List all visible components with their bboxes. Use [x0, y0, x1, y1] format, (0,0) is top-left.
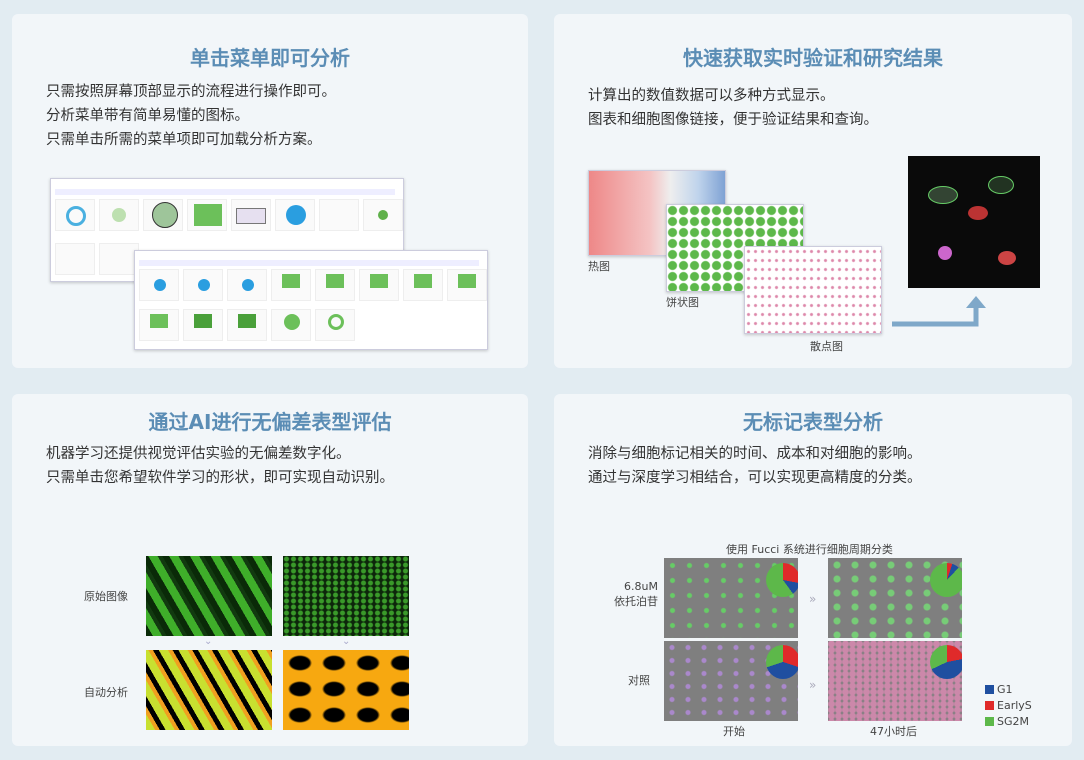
figure-caption: 使用 Fucci 系统进行细胞周期分类: [726, 543, 893, 556]
chevron-down-icon: ⌄: [204, 636, 213, 647]
desc-line: 图表和细胞图像链接，便于验证结果和查询。: [588, 112, 878, 128]
pie-chart: [930, 645, 962, 679]
scatter-plot-screenshot: [744, 246, 882, 334]
original-image-label: 原始图像: [84, 590, 128, 603]
desc-line: 通过与深度学习相结合，可以实现更高精度的分类。: [588, 470, 922, 486]
cell-image: [908, 156, 1040, 288]
cell-image-control-47h: [828, 641, 962, 721]
card-title: 快速获取实时验证和研究结果: [683, 46, 943, 70]
row-label-etoposide: 6.8uM 依托泊苷: [608, 580, 658, 609]
card-title: 无标记表型分析: [743, 410, 883, 434]
template-menu-screenshot: [134, 250, 488, 350]
column-label-47h: 47小时后: [870, 725, 917, 738]
pie-chart: [766, 645, 798, 679]
application-menu-screenshot: [50, 178, 404, 282]
legend-label: G1: [997, 683, 1013, 696]
card-menu-analysis: 单击菜单即可分析 只需按照屏幕顶部显示的流程进行操作即可。 分析菜单带有简单易懂…: [12, 14, 528, 368]
card-description: 只需按照屏幕顶部显示的流程进行操作即可。 分析菜单带有简单易懂的图标。 只需单击…: [46, 80, 336, 152]
desc-line: 只需单击您希望软件学习的形状，即可实现自动识别。: [46, 470, 394, 486]
desc-line: 只需按照屏幕顶部显示的流程进行操作即可。: [46, 84, 336, 100]
desc-line: 只需单击所需的菜单项即可加载分析方案。: [46, 132, 322, 148]
chevron-down-icon: ⌄: [342, 636, 351, 647]
column-label-start: 开始: [723, 725, 745, 738]
card-ai-phenotype: 通过AI进行无偏差表型评估 机器学习还提供视觉评估实验的无偏差数字化。 只需单击…: [12, 394, 528, 746]
row-label-line: 依托泊苷: [614, 595, 658, 608]
pie-chart: [930, 563, 962, 597]
cell-image-control-start: [664, 641, 798, 721]
card-description: 计算出的数值数据可以多种方式显示。 图表和细胞图像链接，便于验证结果和查询。: [588, 84, 878, 132]
legend-earlys: EarlyS: [985, 699, 1032, 712]
double-chevron-icon: »: [809, 592, 817, 606]
analysis-image-2: [283, 650, 409, 730]
legend-sg2m: SG2M: [985, 715, 1029, 728]
pie-chart-label: 饼状图: [666, 296, 699, 309]
desc-line: 计算出的数值数据可以多种方式显示。: [588, 88, 835, 104]
legend-label: SG2M: [997, 715, 1029, 728]
legend-label: EarlyS: [997, 699, 1032, 712]
card-title: 通过AI进行无偏差表型评估: [148, 410, 392, 434]
desc-line: 分析菜单带有简单易懂的图标。: [46, 108, 249, 124]
heatmap-label: 热图: [588, 260, 610, 273]
original-image-2: [283, 556, 409, 636]
double-chevron-icon: »: [809, 678, 817, 692]
desc-line: 消除与细胞标记相关的时间、成本和对细胞的影响。: [588, 446, 922, 462]
desc-line: 机器学习还提供视觉评估实验的无偏差数字化。: [46, 446, 351, 462]
legend-g1: G1: [985, 683, 1013, 696]
arrow-icon: [892, 296, 986, 327]
card-realtime-results: 快速获取实时验证和研究结果 计算出的数值数据可以多种方式显示。 图表和细胞图像链…: [554, 14, 1072, 368]
pie-chart: [766, 563, 798, 597]
analysis-image-1: [146, 650, 272, 730]
card-description: 机器学习还提供视觉评估实验的无偏差数字化。 只需单击您希望软件学习的形状，即可实…: [46, 442, 394, 490]
original-image-1: [146, 556, 272, 636]
cell-image-etoposide-47h: [828, 558, 962, 638]
row-label-line: 6.8uM: [624, 580, 658, 593]
scatter-plot-label: 散点图: [810, 340, 843, 353]
auto-analysis-label: 自动分析: [84, 686, 128, 699]
row-label-control: 对照: [628, 674, 650, 687]
cell-image-etoposide-start: [664, 558, 798, 638]
card-description: 消除与细胞标记相关的时间、成本和对细胞的影响。 通过与深度学习相结合，可以实现更…: [588, 442, 922, 490]
card-title: 单击菜单即可分析: [190, 46, 350, 70]
